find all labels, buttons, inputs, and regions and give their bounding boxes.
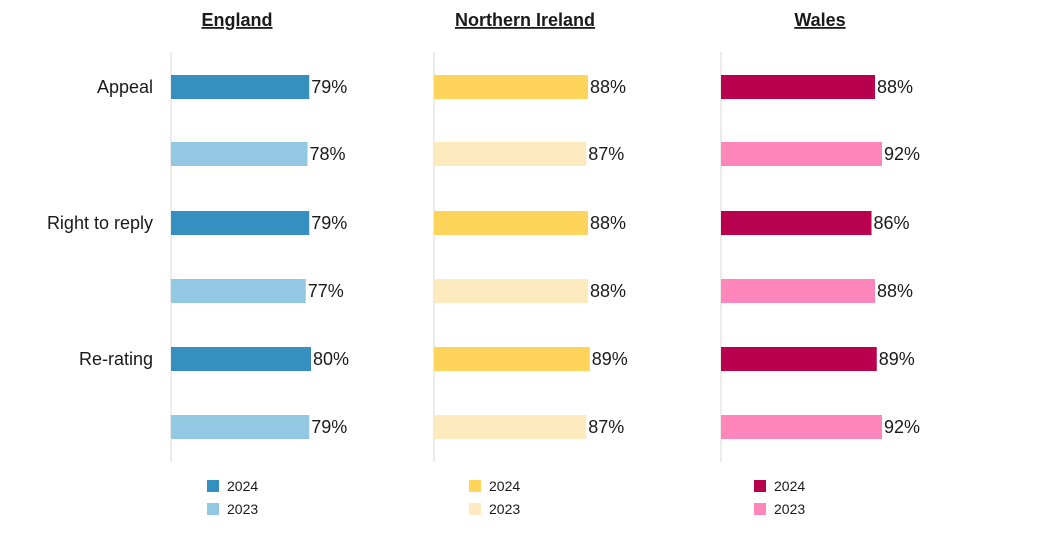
legend-label-northern-ireland-2023: 2023 (489, 501, 520, 517)
value-label-northern-ireland-right-to-reply-2023: 88% (590, 281, 626, 301)
value-label-northern-ireland-re-rating-2023: 87% (588, 417, 624, 437)
value-label-wales-re-rating-2024: 89% (879, 349, 915, 369)
value-label-wales-right-to-reply-2024: 86% (874, 213, 910, 233)
value-label-england-re-rating-2024: 80% (313, 349, 349, 369)
legend-label-england-2023: 2023 (227, 501, 258, 517)
category-label-right-to-reply: Right to reply (47, 213, 153, 233)
legend-label-wales-2024: 2024 (774, 478, 805, 494)
bar-england-re-rating-2024 (171, 347, 311, 371)
bar-wales-right-to-reply-2024 (721, 211, 872, 235)
bar-england-right-to-reply-2024 (171, 211, 310, 235)
legend-swatch-wales-2023 (754, 503, 766, 515)
category-label-appeal: Appeal (97, 77, 153, 97)
panel-title-england: England (202, 10, 273, 30)
bar-england-right-to-reply-2023 (171, 279, 306, 303)
legend-swatch-northern-ireland-2024 (469, 480, 481, 492)
legend-label-england-2024: 2024 (227, 478, 258, 494)
value-label-england-right-to-reply-2023: 77% (308, 281, 344, 301)
bar-england-appeal-2023 (171, 142, 308, 166)
legend-label-northern-ireland-2024: 2024 (489, 478, 520, 494)
panel-title-wales: Wales (794, 10, 845, 30)
value-label-northern-ireland-right-to-reply-2024: 88% (590, 213, 626, 233)
bar-england-appeal-2024 (171, 75, 310, 99)
legend-label-wales-2023: 2023 (774, 501, 805, 517)
bar-wales-appeal-2023 (721, 142, 882, 166)
value-label-northern-ireland-appeal-2023: 87% (588, 144, 624, 164)
value-label-england-appeal-2023: 78% (310, 144, 346, 164)
legend-swatch-england-2024 (207, 480, 219, 492)
value-label-wales-re-rating-2023: 92% (884, 417, 920, 437)
bar-northern-ireland-appeal-2023 (434, 142, 587, 166)
value-label-northern-ireland-re-rating-2024: 89% (592, 349, 628, 369)
value-label-wales-appeal-2023: 92% (884, 144, 920, 164)
bar-northern-ireland-re-rating-2024 (434, 347, 590, 371)
value-label-england-appeal-2024: 79% (311, 77, 347, 97)
bar-england-re-rating-2023 (171, 415, 310, 439)
bar-wales-re-rating-2024 (721, 347, 877, 371)
bar-northern-ireland-appeal-2024 (434, 75, 588, 99)
category-label-re-rating: Re-rating (79, 349, 153, 369)
bar-northern-ireland-re-rating-2023 (434, 415, 587, 439)
bar-wales-appeal-2024 (721, 75, 875, 99)
value-label-wales-appeal-2024: 88% (877, 77, 913, 97)
legend-swatch-wales-2024 (754, 480, 766, 492)
panel-title-northern-ireland: Northern Ireland (455, 10, 595, 30)
legend-swatch-northern-ireland-2023 (469, 503, 481, 515)
bar-northern-ireland-right-to-reply-2024 (434, 211, 588, 235)
legend-swatch-england-2023 (207, 503, 219, 515)
value-label-england-right-to-reply-2024: 79% (311, 213, 347, 233)
value-label-england-re-rating-2023: 79% (311, 417, 347, 437)
value-label-wales-right-to-reply-2023: 88% (877, 281, 913, 301)
value-label-northern-ireland-appeal-2024: 88% (590, 77, 626, 97)
bar-northern-ireland-right-to-reply-2023 (434, 279, 588, 303)
bar-wales-right-to-reply-2023 (721, 279, 875, 303)
bar-wales-re-rating-2023 (721, 415, 882, 439)
